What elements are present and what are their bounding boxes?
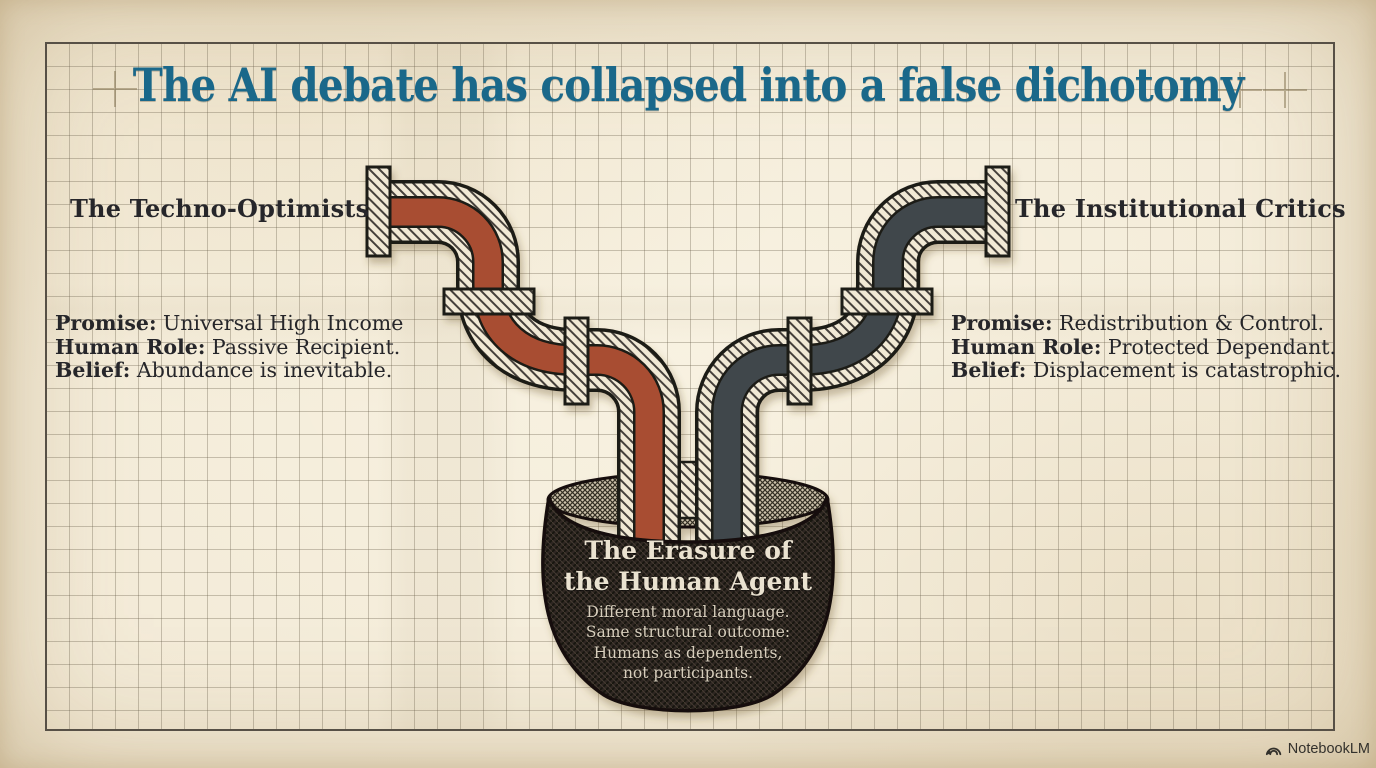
pot-text-block: The Erasure of the Human Agent Different…: [548, 535, 828, 684]
pot-subtitle: Different moral language. Same structura…: [585, 603, 791, 683]
pot-title: The Erasure of the Human Agent: [563, 536, 813, 596]
pipe-red-core: [389, 198, 663, 548]
detail-line: Belief: Abundance is inevitable.: [55, 358, 393, 383]
registration-cross: [1218, 70, 1262, 110]
detail-line: Human Role: Passive Recipient.: [55, 334, 401, 359]
institutional-critics-details: Promise: Redistribution & Control. Human…: [951, 311, 1341, 383]
techno-optimists-heading: The Techno-Optimists: [70, 194, 370, 223]
pipe-institutional-critics: [695, 180, 987, 548]
detail-line: Promise: Universal High Income: [55, 311, 404, 335]
page-title: The AI debate has collapsed into a false…: [132, 58, 1245, 112]
notebooklm-arcs-icon: [1265, 747, 1282, 756]
institutional-critics-heading: The Institutional Critics: [1015, 194, 1346, 223]
pipe-slate-core: [713, 198, 987, 548]
notebooklm-badge: NotebookLM: [1264, 741, 1370, 757]
left-pipe-collar-horizontal: [442, 287, 536, 316]
right-pipe-collar-horizontal: [840, 287, 934, 316]
detail-line: Human Role: Protected Dependant.: [951, 334, 1337, 359]
pipe-techno-optimists: [389, 180, 681, 548]
registration-cross: [1263, 70, 1307, 110]
drain-pot-body: [541, 496, 835, 713]
detail-line: Promise: Redistribution & Control.: [951, 311, 1325, 335]
notebooklm-label: NotebookLM: [1287, 741, 1370, 757]
registration-cross: [93, 69, 137, 109]
right-pipe-flange: [984, 165, 1011, 258]
left-pipe-flange: [365, 165, 392, 258]
techno-optimists-details: Promise: Universal High Income Human Rol…: [55, 311, 404, 383]
detail-line: Belief: Displacement is catastrophic.: [951, 358, 1341, 383]
left-pipe-collar-vertical: [563, 316, 590, 406]
right-pipe-collar-vertical: [786, 316, 813, 406]
